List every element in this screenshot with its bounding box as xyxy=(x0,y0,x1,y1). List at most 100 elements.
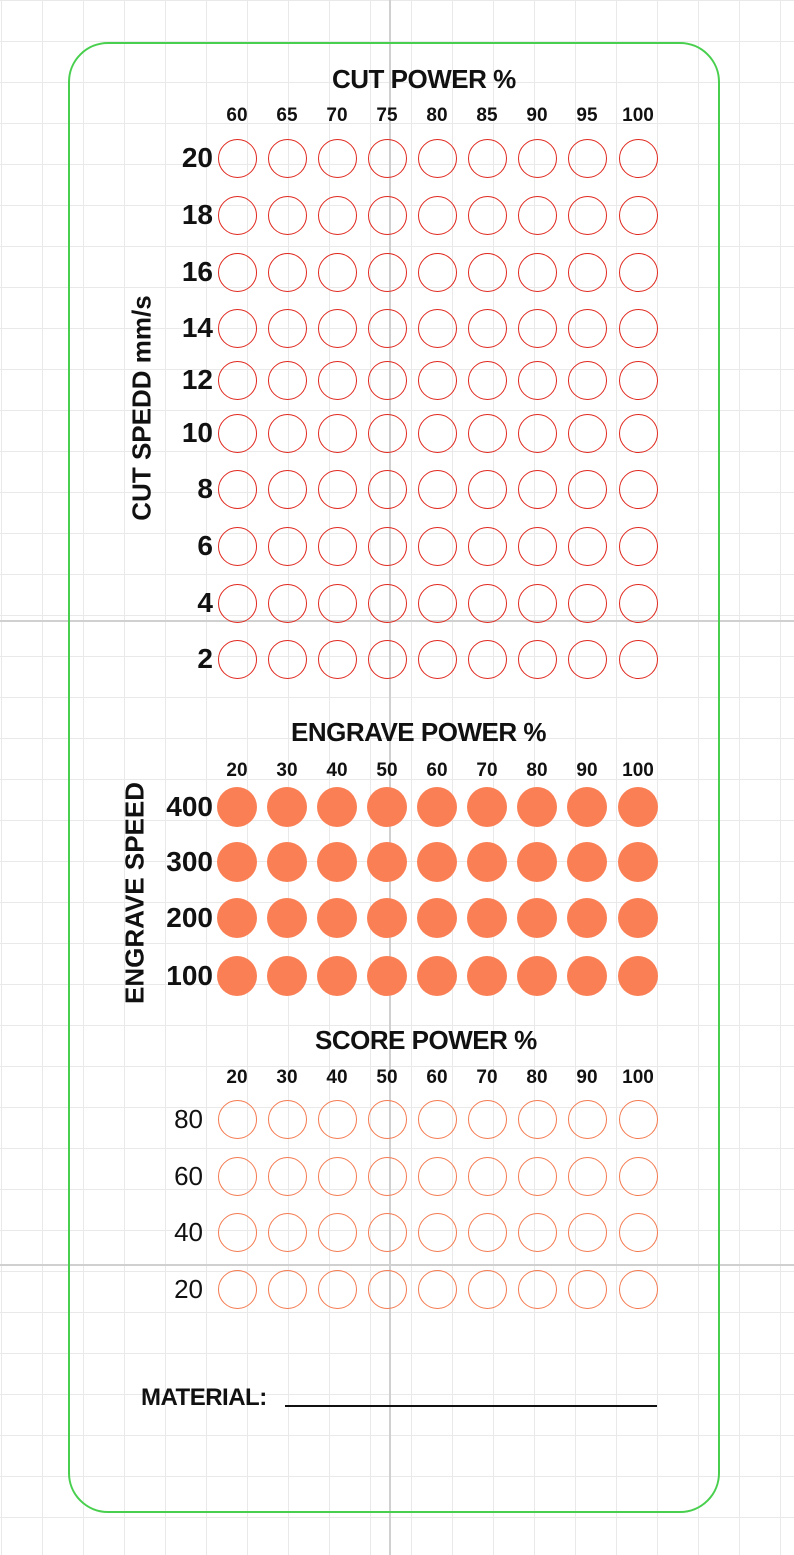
score-test-circle xyxy=(317,1156,357,1196)
score-test-circle xyxy=(267,1099,307,1139)
cut-test-circle xyxy=(517,583,557,623)
engrave-test-circle xyxy=(367,842,407,882)
cut-test-circle xyxy=(618,308,658,348)
engrave-test-circle xyxy=(367,787,407,827)
cut-test-circle xyxy=(618,360,658,400)
cut-test-circle xyxy=(567,360,607,400)
cut-test-circle xyxy=(618,413,658,453)
score-test-circle xyxy=(367,1269,407,1309)
cut-test-circle xyxy=(267,413,307,453)
cut-test-circle xyxy=(517,469,557,509)
cut-test-circle xyxy=(467,413,507,453)
score-test-circle xyxy=(267,1156,307,1196)
engrave-test-circle xyxy=(417,898,457,938)
cut-test-circle xyxy=(567,308,607,348)
cut-test-circle xyxy=(567,469,607,509)
cut-power-column-label: 75 xyxy=(376,105,398,126)
cut-test-circle xyxy=(217,360,257,400)
score-test-circle xyxy=(367,1212,407,1252)
cut-test-circle xyxy=(417,252,457,292)
engrave-power-title: ENGRAVE POWER % xyxy=(291,717,546,747)
cut-test-circle xyxy=(567,413,607,453)
cut-test-circle xyxy=(467,526,507,566)
cut-test-circle xyxy=(467,583,507,623)
engrave-test-circle xyxy=(317,956,357,996)
cut-power-column-label: 80 xyxy=(426,105,448,126)
score-power-column-label: 100 xyxy=(622,1067,654,1088)
score-power-title: SCORE POWER % xyxy=(315,1025,537,1055)
grid-axis-horizontal xyxy=(0,1264,794,1266)
cut-test-circle xyxy=(267,360,307,400)
cut-test-circle xyxy=(417,639,457,679)
engrave-test-circle xyxy=(367,898,407,938)
cut-speed-row-label: 12 xyxy=(181,364,213,395)
score-test-circle xyxy=(417,1269,457,1309)
cut-test-circle xyxy=(367,413,407,453)
cut-test-circle xyxy=(267,639,307,679)
cut-test-circle xyxy=(517,360,557,400)
engrave-power-column-label: 30 xyxy=(276,760,298,781)
engrave-test-circle xyxy=(567,842,607,882)
cut-test-circle xyxy=(367,252,407,292)
engrave-power-column-label: 90 xyxy=(576,760,598,781)
cut-speed-row-label: 2 xyxy=(197,643,213,674)
cut-test-circle xyxy=(317,583,357,623)
score-test-circle xyxy=(618,1269,658,1309)
engrave-test-circle xyxy=(217,956,257,996)
engrave-test-circle xyxy=(417,842,457,882)
score-power-column-label: 40 xyxy=(326,1067,348,1088)
score-test-circle xyxy=(517,1099,557,1139)
score-speed-row-label: 60 xyxy=(174,1161,203,1191)
engrave-speed-row-label: 300 xyxy=(166,846,213,877)
engrave-speed-row-label: 400 xyxy=(166,791,213,822)
cut-test-circle xyxy=(317,526,357,566)
engrave-power-column-label: 100 xyxy=(622,760,654,781)
cut-test-circle xyxy=(618,639,658,679)
score-test-circle xyxy=(517,1156,557,1196)
engrave-test-circle xyxy=(567,898,607,938)
cut-test-circle xyxy=(467,138,507,178)
grid-axis-vertical xyxy=(389,0,391,1555)
cut-speed-row-label: 14 xyxy=(181,312,213,343)
engrave-test-circle xyxy=(367,956,407,996)
engrave-test-circle xyxy=(567,787,607,827)
engrave-test-circle xyxy=(517,898,557,938)
score-power-column-label: 20 xyxy=(226,1067,248,1088)
cut-test-circle xyxy=(267,252,307,292)
engrave-test-circle xyxy=(618,787,658,827)
cut-test-circle xyxy=(267,195,307,235)
cut-test-circle xyxy=(367,360,407,400)
engrave-test-circle xyxy=(618,842,658,882)
cut-test-circle xyxy=(567,583,607,623)
engrave-test-circle xyxy=(217,898,257,938)
engrave-test-circle xyxy=(467,787,507,827)
engrave-power-column-label: 50 xyxy=(376,760,398,781)
score-test-circle xyxy=(417,1099,457,1139)
score-test-circle xyxy=(467,1099,507,1139)
test-card-outline xyxy=(68,42,720,1513)
grid-axis-horizontal xyxy=(0,620,794,622)
cut-test-circle xyxy=(267,469,307,509)
cut-test-circle xyxy=(217,308,257,348)
cut-test-circle xyxy=(217,526,257,566)
score-test-circle xyxy=(567,1269,607,1309)
cut-power-column-label: 70 xyxy=(326,105,348,126)
engrave-test-circle xyxy=(517,956,557,996)
cut-test-circle xyxy=(618,252,658,292)
cut-test-circle xyxy=(217,413,257,453)
score-test-circle xyxy=(417,1212,457,1252)
cut-test-circle xyxy=(317,469,357,509)
cut-power-column-label: 85 xyxy=(476,105,498,126)
cut-test-circle xyxy=(618,583,658,623)
cut-test-circle xyxy=(517,308,557,348)
cut-speed-row-label: 18 xyxy=(181,199,213,230)
cut-test-circle xyxy=(317,138,357,178)
engrave-test-circle xyxy=(618,956,658,996)
cut-test-circle xyxy=(417,526,457,566)
engrave-test-circle xyxy=(517,842,557,882)
cut-test-circle xyxy=(567,252,607,292)
cut-speed-row-label: 8 xyxy=(197,473,213,504)
score-power-column-label: 50 xyxy=(376,1067,398,1088)
score-test-circle xyxy=(317,1269,357,1309)
engrave-power-column-label: 20 xyxy=(226,760,248,781)
